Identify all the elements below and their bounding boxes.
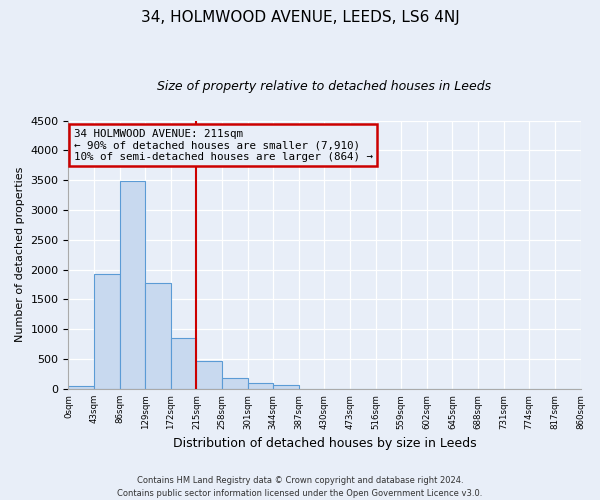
Bar [145, 284, 171, 389]
Bar [196, 362, 222, 389]
Bar [171, 338, 196, 389]
Text: 34, HOLMWOOD AVENUE, LEEDS, LS6 4NJ: 34, HOLMWOOD AVENUE, LEEDS, LS6 4NJ [140, 10, 460, 25]
Bar [68, 386, 94, 389]
Y-axis label: Number of detached properties: Number of detached properties [15, 167, 25, 342]
Bar [222, 378, 248, 389]
X-axis label: Distribution of detached houses by size in Leeds: Distribution of detached houses by size … [173, 437, 476, 450]
Bar [248, 383, 273, 389]
Title: Size of property relative to detached houses in Leeds: Size of property relative to detached ho… [157, 80, 491, 93]
Text: Contains HM Land Registry data © Crown copyright and database right 2024.
Contai: Contains HM Land Registry data © Crown c… [118, 476, 482, 498]
Bar [119, 181, 145, 389]
Bar [273, 386, 299, 389]
Text: 34 HOLMWOOD AVENUE: 211sqm
← 90% of detached houses are smaller (7,910)
10% of s: 34 HOLMWOOD AVENUE: 211sqm ← 90% of deta… [74, 128, 373, 162]
Bar [94, 274, 119, 389]
